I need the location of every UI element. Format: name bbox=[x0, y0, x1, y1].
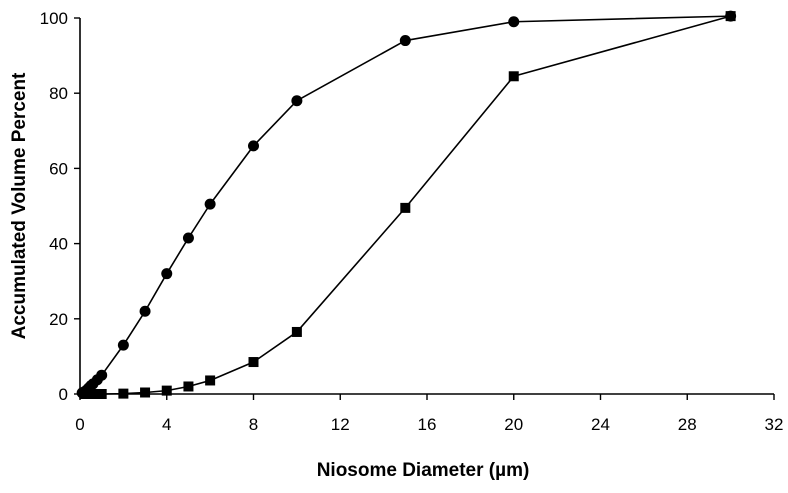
y-axis-title: Accumulated Volume Percent bbox=[9, 72, 30, 339]
series-1-point bbox=[204, 198, 216, 210]
series-2-point bbox=[508, 71, 519, 82]
series-2-point bbox=[88, 389, 99, 399]
x-tick-label: 4 bbox=[162, 415, 171, 434]
series-2-square bbox=[79, 11, 736, 399]
y-tick-label: 100 bbox=[40, 9, 68, 28]
y-tick-label: 0 bbox=[59, 385, 68, 404]
y-tick-label: 80 bbox=[49, 84, 68, 103]
series-2-point bbox=[161, 385, 172, 396]
x-tick-label: 20 bbox=[504, 415, 523, 434]
y-tick-label: 20 bbox=[49, 310, 68, 329]
series-1-point bbox=[248, 140, 259, 152]
labels-layer: Niosome Diameter (µm) Accumulated Volume… bbox=[9, 72, 529, 481]
series-1-point bbox=[117, 339, 129, 351]
series-1-point bbox=[96, 369, 108, 381]
x-tick-label: 0 bbox=[75, 415, 84, 434]
axes-layer: 0 4 8 12 16 20 24 28 32 0 20 40 60 80 100 bbox=[40, 9, 784, 434]
series-2-point bbox=[140, 387, 151, 398]
series-2-point bbox=[96, 389, 107, 399]
series-2-point bbox=[248, 357, 259, 368]
series-2-point bbox=[400, 202, 411, 213]
series-2-point bbox=[183, 381, 194, 392]
x-tick-label: 32 bbox=[765, 415, 784, 434]
series-2-point bbox=[118, 388, 129, 399]
x-tick-label: 16 bbox=[418, 415, 437, 434]
y-tick-label: 60 bbox=[49, 159, 68, 178]
series-1-point bbox=[291, 95, 303, 107]
series-2-point bbox=[205, 375, 216, 386]
y-tick-label: 40 bbox=[49, 235, 68, 254]
series-2-point bbox=[725, 11, 736, 22]
x-tick-label: 28 bbox=[678, 415, 697, 434]
series-1-point bbox=[399, 35, 411, 47]
x-axis-title: Niosome Diameter (µm) bbox=[317, 460, 530, 481]
x-tick-label: 8 bbox=[249, 415, 258, 434]
series-1-point bbox=[139, 305, 151, 317]
series-2-point bbox=[291, 326, 302, 337]
series-1-point bbox=[161, 268, 173, 280]
x-tick-label: 12 bbox=[331, 415, 350, 434]
series-1-point bbox=[508, 16, 520, 28]
x-tick-label: 24 bbox=[591, 415, 610, 434]
series-1-point bbox=[182, 232, 194, 244]
series-layer bbox=[76, 10, 737, 399]
